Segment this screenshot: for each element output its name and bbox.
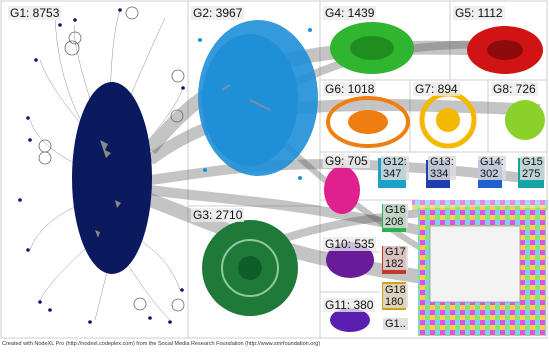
group-label-g12: G12: 347	[381, 156, 409, 180]
group-label-g8: G8: 726	[491, 82, 538, 96]
cluster-g1	[72, 82, 152, 274]
group-label-g17: G17 182	[383, 246, 408, 270]
cluster-g6	[326, 96, 410, 148]
group-label-g10: G10: 535	[323, 237, 377, 251]
cluster-g5	[467, 26, 543, 74]
group-label-g7: G7: 894	[413, 82, 460, 96]
group-label-g19: G1..	[383, 318, 408, 330]
group-label-g1: G1: 8753	[8, 6, 62, 20]
group-label-g14: G14: 302	[478, 156, 506, 180]
g1-outer-nodes	[18, 8, 185, 324]
cluster-g4	[330, 22, 414, 74]
group-label-g15: G15 275	[520, 156, 545, 180]
group-label-g2: G2: 3967	[191, 6, 245, 20]
cluster-g10	[326, 242, 374, 278]
group-label-g6: G6: 1018	[323, 82, 377, 96]
group-label-g11: G11: 380	[323, 298, 376, 312]
group-label-g18: G18 180	[383, 284, 408, 308]
group-label-g5: G5: 1112	[453, 6, 505, 20]
cluster-g8	[505, 100, 545, 140]
attribution-footer: Created with NodeXL Pro (http://nodexl.c…	[2, 341, 321, 347]
cluster-g2	[198, 20, 318, 180]
group-label-g3: G3: 2710	[191, 208, 245, 222]
group-label-g16: G16 208	[383, 204, 408, 228]
cluster-g3	[202, 220, 298, 316]
g1-self-loops	[38, 6, 185, 312]
cluster-g11	[330, 308, 370, 332]
group-label-g9: G9: 705	[323, 154, 370, 168]
small-groups-mosaic	[412, 200, 548, 336]
group-label-g13: G13: 334	[428, 156, 456, 180]
cluster-g9	[324, 166, 360, 214]
group-label-g4: G4: 1439	[323, 6, 377, 20]
